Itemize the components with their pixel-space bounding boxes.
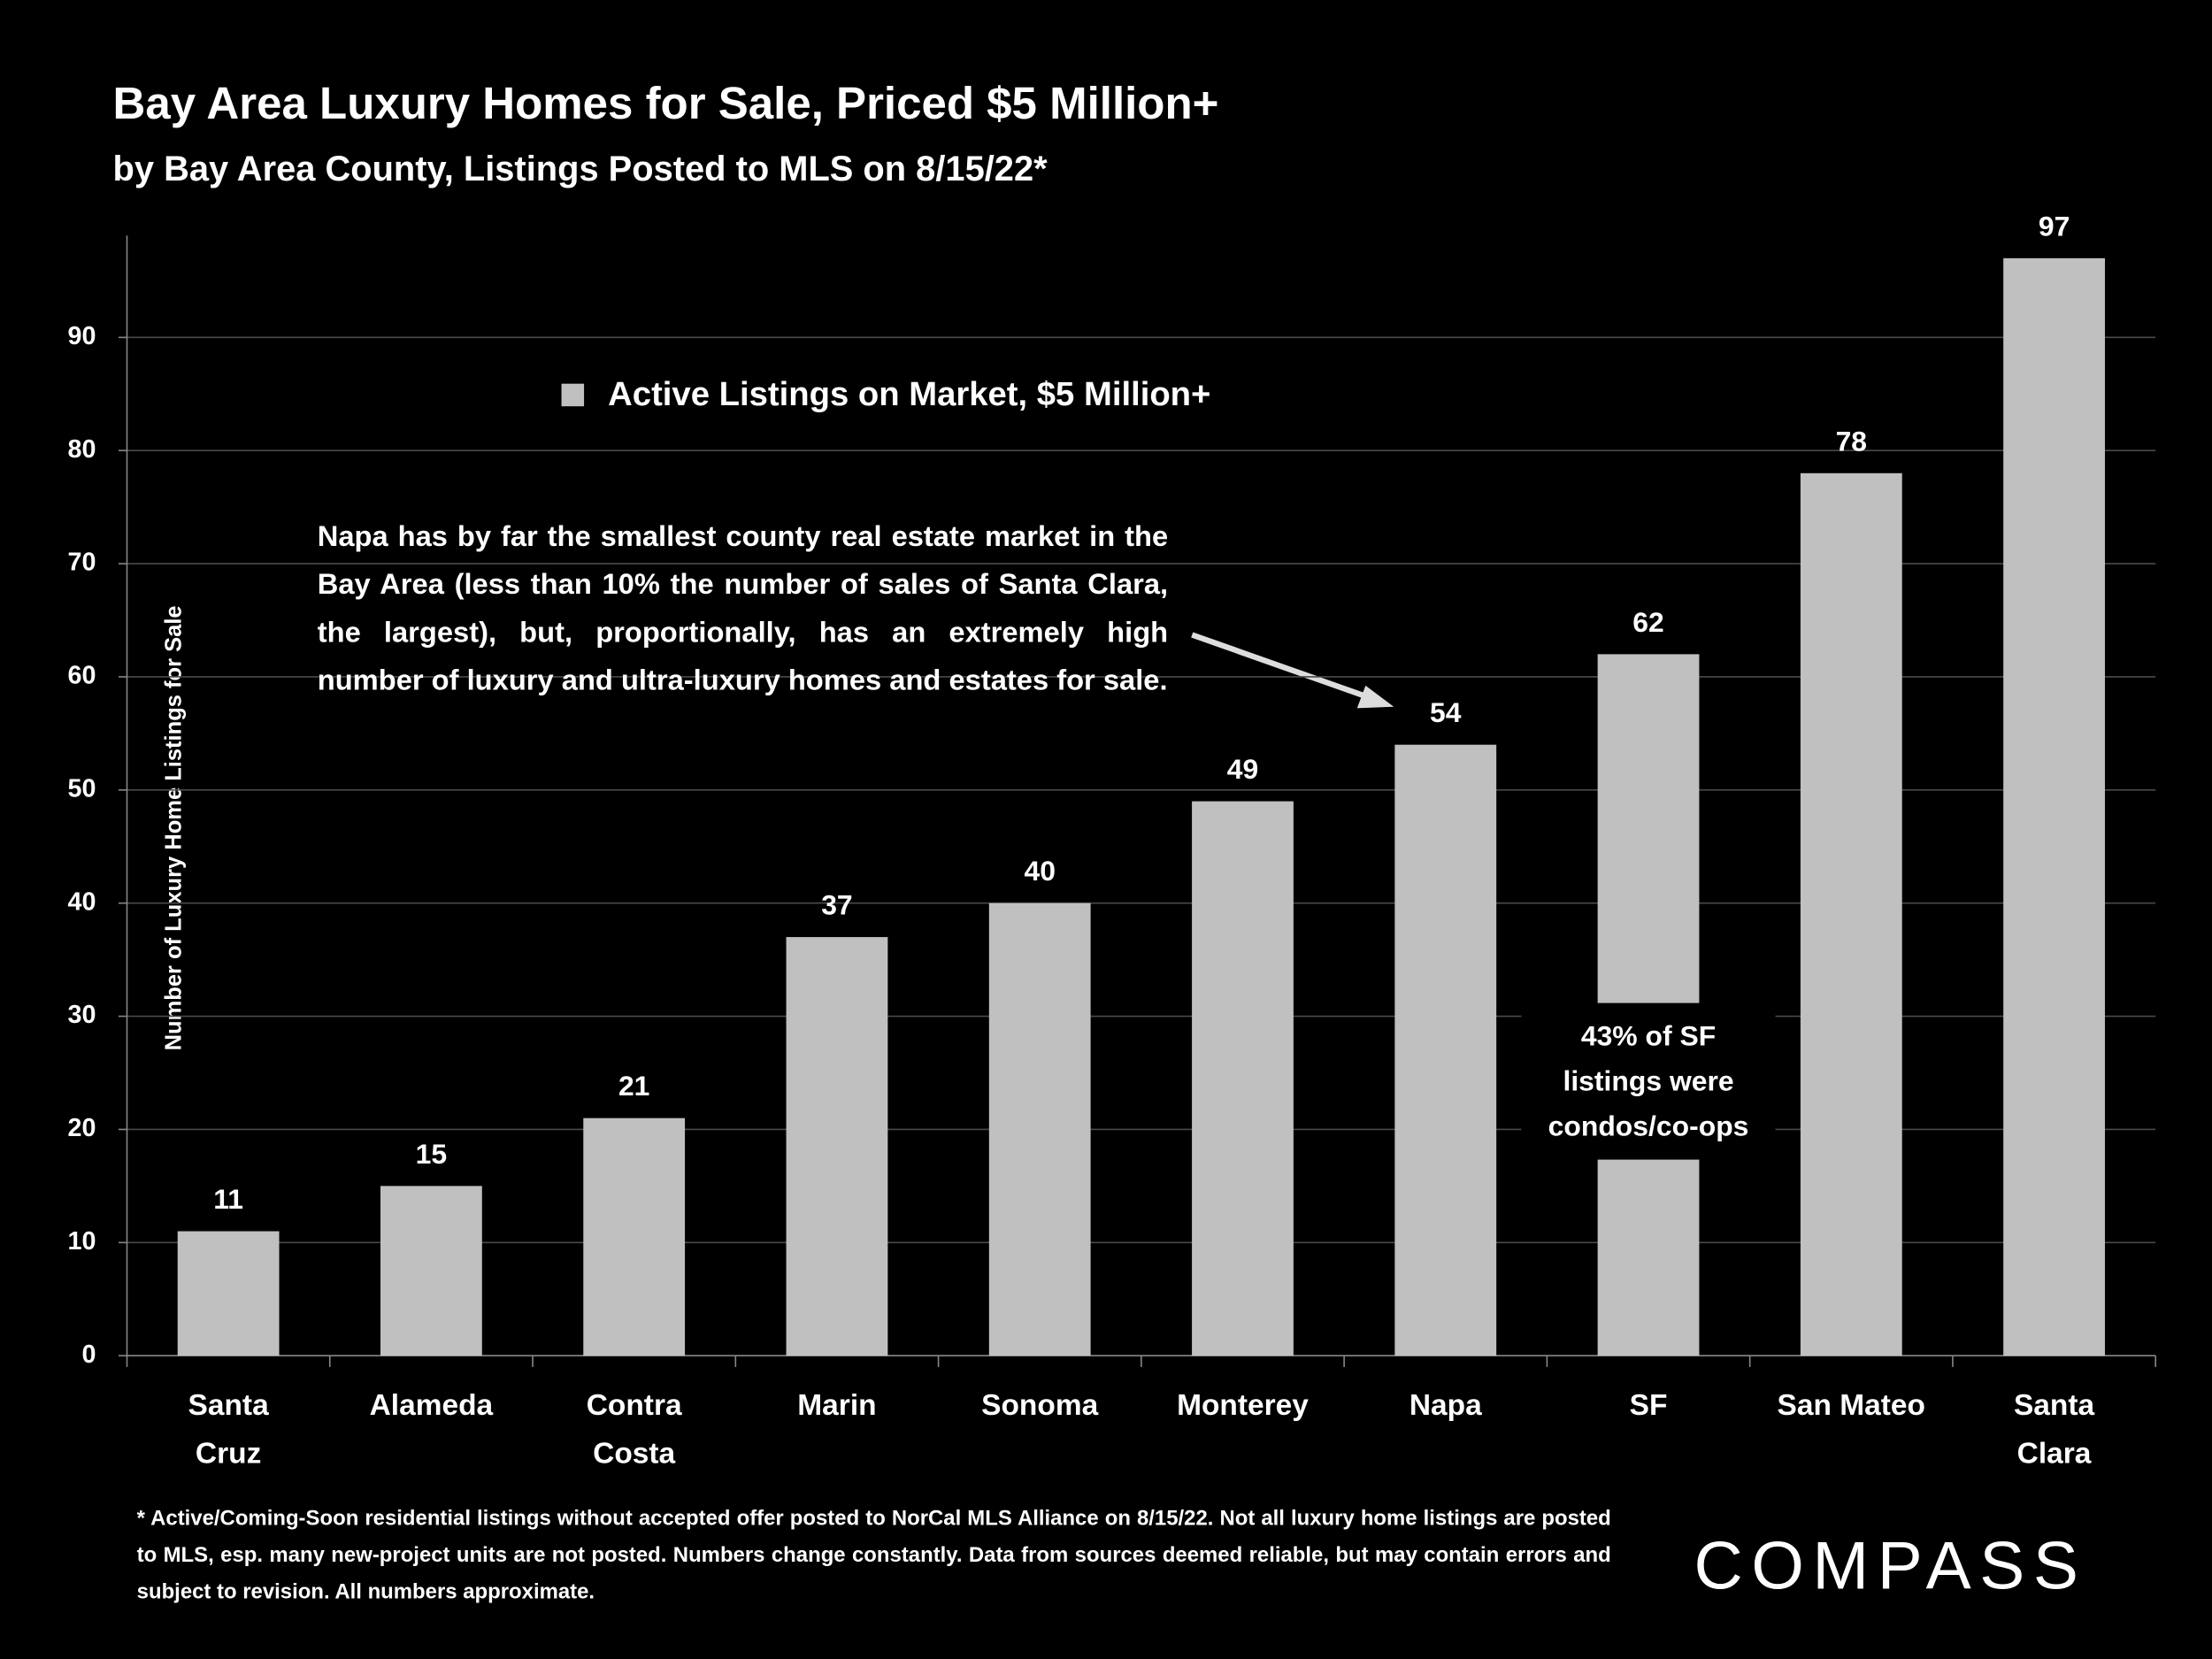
bar	[988, 902, 1091, 1356]
logo: COMPASS	[1694, 1528, 2087, 1603]
y-tick-label: 40	[67, 887, 96, 916]
footnote-box: * Active/Coming-Soon residential listing…	[136, 1506, 1611, 1604]
x-tick-label-box: Sonoma	[981, 1389, 1099, 1423]
legend-swatch	[561, 383, 585, 407]
x-tick-label: Marin	[797, 1389, 877, 1423]
sf-annotation: 43% of SF listings were condos/co-ops	[1548, 1021, 1749, 1143]
value-label: 15	[416, 1138, 447, 1170]
x-tick-label: Contra Costa	[586, 1389, 682, 1471]
value-label: 37	[821, 889, 852, 921]
x-tick-label: Napa	[1409, 1389, 1482, 1423]
x-tick-label-box: San Mateo	[1777, 1389, 1926, 1423]
value-label: 62	[1632, 606, 1663, 638]
annotation-arrow	[1191, 632, 1377, 703]
x-tick-label: Santa Clara	[2013, 1389, 2095, 1471]
value-label: 78	[1836, 425, 1867, 457]
y-tick-label: 60	[67, 662, 96, 690]
bar	[1192, 801, 1294, 1356]
bar	[1394, 744, 1497, 1356]
y-tick-label: 0	[81, 1340, 96, 1369]
bar	[583, 1118, 686, 1356]
napa-annotation-box: Napa has by far the smallest county real…	[317, 520, 1169, 697]
y-tick-label: 30	[67, 1001, 96, 1029]
bar	[1800, 472, 1902, 1356]
chart-title: Bay Area Luxury Homes for Sale, Priced $…	[113, 78, 1219, 128]
y-tick-label: 10	[67, 1227, 96, 1256]
x-tick-label-box: Contra Costa	[586, 1389, 682, 1471]
x-tick-label: Sonoma	[981, 1389, 1099, 1423]
bar	[380, 1186, 482, 1356]
value-label: 49	[1227, 753, 1258, 785]
x-tick-label: Santa Cruz	[188, 1389, 269, 1471]
footnote: * Active/Coming-Soon residential listing…	[136, 1506, 1611, 1604]
x-tick-label-box: Marin	[797, 1389, 877, 1423]
x-tick-label-box: SF	[1629, 1389, 1668, 1423]
y-tick-label: 80	[67, 435, 96, 464]
bar	[2003, 257, 2105, 1356]
y-axis-label: Number of Luxury Home Listings for Sale	[161, 605, 186, 1050]
x-tick-label: SF	[1629, 1389, 1668, 1423]
x-tick-label: Monterey	[1177, 1389, 1309, 1423]
x-tick-label-box: Alameda	[369, 1389, 494, 1423]
legend-label: Active Listings on Market, $5 Million+	[608, 375, 1210, 413]
x-tick-label-box: Monterey	[1177, 1389, 1309, 1423]
value-label: 54	[1430, 696, 1462, 728]
value-label: 97	[2039, 210, 2070, 242]
value-label: 11	[213, 1183, 243, 1215]
x-tick-label-box: Santa Clara	[2013, 1389, 2095, 1471]
chart-subtitle: by Bay Area County, Listings Posted to M…	[113, 150, 1048, 188]
annotation-backdrop	[1521, 1002, 1776, 1160]
x-tick-label: Alameda	[369, 1389, 494, 1423]
y-tick-label: 20	[67, 1114, 96, 1142]
y-tick-label: 70	[67, 549, 96, 577]
arrow-head	[1356, 685, 1394, 709]
sf-annotation-box: 43% of SF listings were condos/co-ops	[1548, 1021, 1749, 1143]
x-tick-label: San Mateo	[1777, 1389, 1926, 1423]
napa-annotation: Napa has by far the smallest county real…	[317, 520, 1169, 697]
bar	[177, 1231, 280, 1356]
value-label: 40	[1024, 855, 1055, 887]
value-label: 21	[618, 1070, 649, 1102]
x-tick-label-box: Santa Cruz	[188, 1389, 269, 1471]
y-tick-label: 90	[67, 322, 96, 350]
x-tick-label-box: Napa	[1409, 1389, 1482, 1423]
bar	[786, 937, 888, 1356]
y-tick-label: 50	[67, 774, 96, 803]
